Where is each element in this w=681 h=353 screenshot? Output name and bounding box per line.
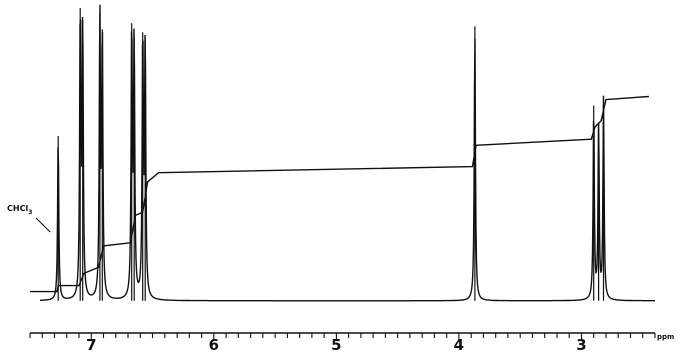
solvent-annotation: CHCl3: [7, 204, 51, 233]
solvent-annotation-label: CHCl3: [7, 204, 32, 216]
solvent-annotation-subscript: 3: [28, 209, 32, 216]
x-axis: 7 6 5 4 3 ppm: [29, 332, 674, 353]
x-tick-label: 5: [331, 336, 341, 353]
x-tick-label: 7: [86, 336, 96, 353]
x-tick-label: 6: [209, 336, 219, 353]
x-tick-label: 4: [454, 336, 464, 353]
x-axis-unit-label: ppm: [657, 333, 674, 341]
chart-annotations: CHCl3: [7, 204, 51, 233]
x-tick-label: 3: [576, 336, 586, 353]
integral-trace: [30, 95, 649, 293]
solvent-annotation-pointer: [35, 217, 51, 233]
chart-traces: [30, 4, 655, 302]
